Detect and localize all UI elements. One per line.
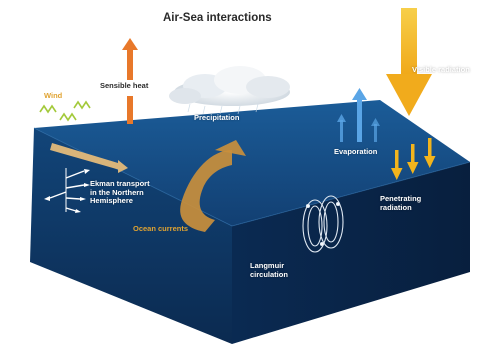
evaporation-label: Evaporation: [334, 147, 378, 156]
ekman-transport-label: Ekman transport in the Northern Hemisphe…: [90, 179, 150, 206]
langmuir-circulation-icon: [302, 195, 344, 253]
visible-radiation-arrow-icon: [386, 8, 432, 116]
langmuir-label-line2: circulation: [250, 269, 288, 279]
wind-label: Wind: [44, 91, 63, 100]
evaporation-arrows-icon: [337, 88, 380, 142]
wind-stress-arrow-icon: [50, 143, 128, 173]
ekman-label-line1: Ekman transport: [90, 179, 150, 188]
diagram-title: Air-Sea interactions: [163, 12, 272, 24]
cloud-icon: [169, 66, 290, 106]
ekman-label-line2: in the Northern: [90, 187, 144, 197]
penetrating-label-line1: Penetrating: [380, 194, 422, 203]
penetrating-label-line2: radiation: [380, 202, 412, 212]
ocean-current-arrow-icon: [180, 140, 246, 232]
penetrating-radiation-label: Penetrating radiation: [380, 194, 422, 212]
rain-icon: [187, 103, 259, 115]
sensible-heat-label: Sensible heat: [100, 81, 149, 90]
ocean-currents-label: Ocean currents: [133, 224, 189, 233]
sensible-heat-arrow-icon: [122, 38, 138, 124]
wind-icon: [39, 100, 91, 122]
visible-radiation-label: Visible radiation: [412, 65, 470, 74]
ekman-label-line3: Hemisphere: [90, 196, 133, 206]
ocean-side-face: [232, 162, 470, 344]
precipitation-label: Precipitation: [194, 113, 240, 122]
langmuir-circulation-label: Langmuir circulation: [250, 261, 288, 279]
ocean-front-face: [30, 128, 232, 344]
langmuir-label-line1: Langmuir: [250, 261, 285, 270]
ekman-spiral-icon: [44, 168, 90, 213]
penetrating-radiation-arrows-icon: [391, 138, 436, 180]
